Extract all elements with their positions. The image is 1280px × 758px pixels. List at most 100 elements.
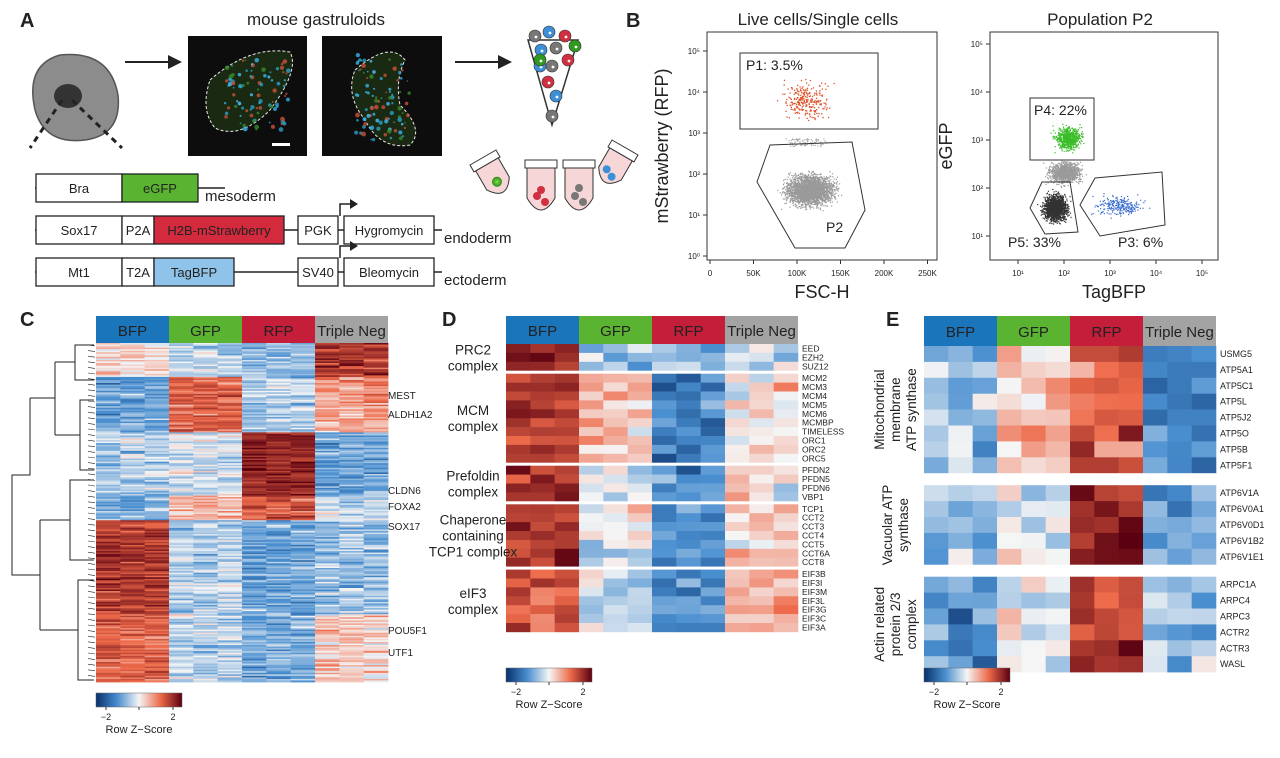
- event-dot: [797, 183, 799, 185]
- fluorescent-cell: [259, 82, 264, 87]
- event-dot: [794, 190, 796, 193]
- event-dot: [826, 198, 829, 200]
- event-dot: [1068, 172, 1070, 174]
- fluorescent-cell: [370, 138, 372, 141]
- fluorescent-cell: [363, 122, 368, 126]
- fluorescent-cell: [224, 115, 228, 119]
- event-dot: [812, 181, 815, 183]
- event-dot-p1: [786, 116, 788, 118]
- event-dot: [794, 181, 796, 183]
- event-dot: [1053, 166, 1056, 168]
- fluorescent-cell: [256, 111, 260, 115]
- event-dot: [801, 198, 803, 200]
- event-dot: [1068, 172, 1071, 174]
- event-dot: [813, 179, 815, 181]
- event-dot: [823, 205, 825, 207]
- event-dot: [827, 191, 830, 193]
- event-dot: [1048, 170, 1050, 172]
- event-dot: [822, 194, 824, 196]
- event-dot: [803, 175, 806, 177]
- event-dot: [813, 184, 815, 186]
- event-dot: [1080, 180, 1082, 183]
- event-dot: [1070, 175, 1072, 177]
- event-dot: [801, 205, 803, 207]
- event-dot-p5: [1064, 205, 1067, 207]
- event-dot-p1: [792, 102, 794, 104]
- event-dot: [821, 192, 823, 194]
- event-dot: [793, 179, 795, 181]
- cell-icon: [549, 41, 563, 55]
- event-dot: [813, 207, 815, 209]
- event-dot: [1059, 173, 1062, 175]
- event-dot: [1051, 161, 1053, 164]
- event-dot: [800, 188, 803, 190]
- event-dot-p1: [808, 105, 811, 108]
- fluorescent-cell: [388, 91, 391, 94]
- event-dot: [835, 189, 837, 191]
- event-dot: [829, 191, 831, 194]
- fluorescent-cell: [380, 97, 383, 99]
- event-dot: [807, 203, 809, 205]
- event-dot: [805, 197, 807, 199]
- event-dot-p5: [1061, 220, 1063, 222]
- event-dot-p5: [1048, 222, 1051, 224]
- event-dot: [804, 189, 806, 191]
- tube-icon: [469, 149, 510, 194]
- event-dot: [816, 188, 818, 190]
- event-dot: [1073, 172, 1076, 174]
- event-dot: [806, 197, 809, 200]
- event-dot-p1: [788, 117, 790, 119]
- event-dot-p1: [805, 91, 807, 94]
- fluorescent-cell: [280, 116, 285, 122]
- event-dot-p1: [817, 101, 819, 103]
- event-dot-p1: [805, 104, 807, 106]
- event-dot: [814, 188, 816, 191]
- event-dot: [1057, 172, 1059, 174]
- event-dot: [1070, 167, 1073, 169]
- event-dot: [820, 177, 822, 179]
- event-dot: [1053, 175, 1055, 178]
- fluorescent-cell: [365, 91, 368, 94]
- event-dot-p5: [1046, 201, 1048, 203]
- event-dot: [796, 186, 798, 188]
- event-dot: [812, 185, 814, 187]
- event-dot: [796, 189, 798, 191]
- event-dot: [831, 190, 833, 192]
- event-dot: [797, 187, 799, 189]
- event-dot: [811, 198, 813, 200]
- event-dot: [804, 197, 806, 199]
- event-dot-p1: [804, 114, 806, 116]
- event-dot: [1066, 174, 1068, 176]
- event-dot: [800, 190, 803, 193]
- event-dot: [1076, 169, 1078, 171]
- event-dot: [797, 186, 799, 188]
- event-dot: [815, 173, 817, 176]
- event-dot: [803, 196, 805, 198]
- event-dot-p1: [790, 87, 793, 89]
- event-dot: [814, 200, 816, 202]
- event-dot-p5: [1044, 213, 1046, 215]
- event-dot: [1055, 164, 1057, 166]
- event-dot: [823, 178, 825, 180]
- fluorescent-cell: [278, 127, 284, 132]
- event-dot: [1062, 173, 1064, 175]
- fluorescent-cell: [373, 87, 376, 90]
- construct-h2b-mstrawberry-box-label: H2B-mStrawberry: [167, 223, 271, 238]
- event-dot: [1061, 164, 1063, 166]
- event-dot: [807, 202, 809, 204]
- event-dot: [797, 207, 799, 209]
- event-dot: [788, 183, 790, 185]
- event-dot: [804, 185, 806, 187]
- event-dot: [811, 187, 813, 189]
- event-dot-p1: [809, 101, 812, 103]
- fluorescent-cell: [373, 104, 379, 110]
- event-dot: [799, 192, 802, 194]
- event-dot: [797, 192, 799, 194]
- event-dot: [831, 201, 834, 203]
- event-dot: [820, 197, 822, 200]
- event-dot-p1: [814, 101, 816, 104]
- event-dot: [1057, 176, 1059, 178]
- event-dot: [819, 188, 822, 190]
- event-dot: [816, 189, 818, 191]
- event-dot-p1: [797, 103, 800, 106]
